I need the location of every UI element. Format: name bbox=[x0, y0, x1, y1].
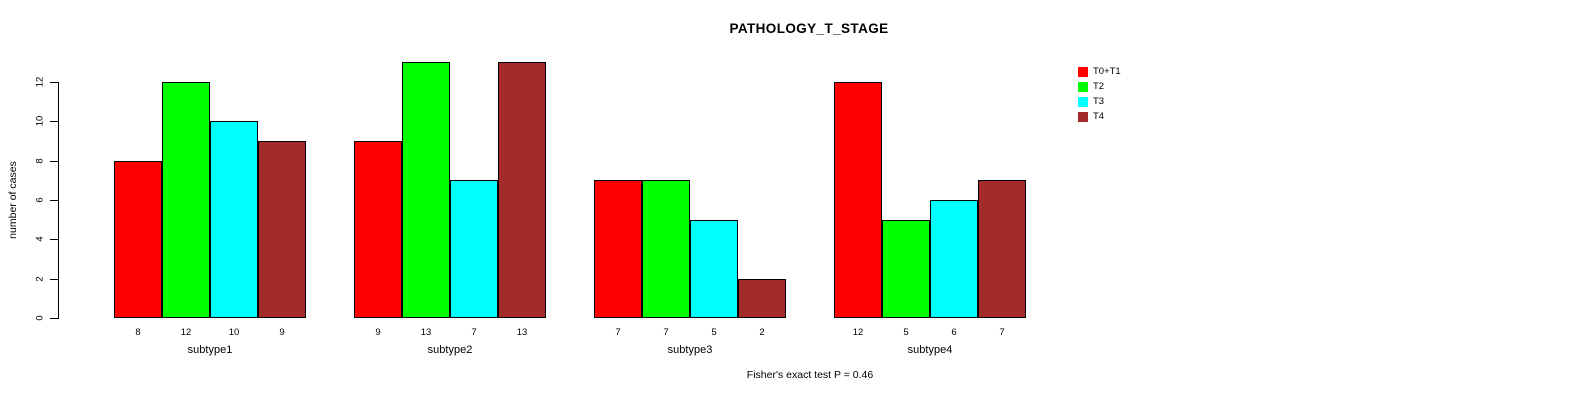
legend-label: T3 bbox=[1093, 96, 1105, 107]
y-axis-tick-label: 8 bbox=[34, 158, 46, 164]
bar-subtype4-T4 bbox=[978, 180, 1026, 318]
bar-value-label: 7 bbox=[999, 327, 1005, 338]
bar-value-label: 12 bbox=[180, 327, 192, 338]
footnote-fisher-test: Fisher's exact test P = 0.46 bbox=[746, 369, 874, 381]
legend-swatch-icon bbox=[1078, 97, 1088, 107]
bar-value-label: 2 bbox=[759, 327, 765, 338]
bar-value-label: 6 bbox=[951, 327, 957, 338]
bar-subtype3-T4 bbox=[738, 279, 786, 318]
y-axis-tick bbox=[50, 279, 58, 280]
y-axis-tick bbox=[50, 239, 58, 240]
category-label-subtype1: subtype1 bbox=[187, 344, 233, 356]
bar-value-label: 5 bbox=[903, 327, 909, 338]
legend-swatch-icon bbox=[1078, 82, 1088, 92]
bar-value-label: 9 bbox=[279, 327, 285, 338]
bar-subtype1-T2 bbox=[162, 82, 210, 318]
y-axis-tick-label: 6 bbox=[34, 197, 46, 203]
y-axis-tick bbox=[50, 318, 58, 319]
bar-subtype2-T2 bbox=[402, 62, 450, 318]
bar-value-label: 7 bbox=[471, 327, 477, 338]
bar-value-label: 10 bbox=[228, 327, 240, 338]
bar-subtype1-T3 bbox=[210, 121, 258, 318]
legend-label: T4 bbox=[1093, 111, 1105, 122]
bar-subtype1-T0+T1 bbox=[114, 161, 162, 318]
bar-subtype4-T2 bbox=[882, 220, 930, 318]
bar-subtype2-T4 bbox=[498, 62, 546, 318]
legend-swatch-icon bbox=[1078, 67, 1088, 77]
y-axis-tick bbox=[50, 121, 58, 122]
y-axis-tick-label: 0 bbox=[34, 315, 46, 321]
bar-value-label: 9 bbox=[375, 327, 381, 338]
bar-subtype4-T3 bbox=[930, 200, 978, 318]
bar-subtype3-T2 bbox=[642, 180, 690, 318]
y-axis-tick-label: 12 bbox=[34, 76, 46, 88]
y-axis-tick bbox=[50, 82, 58, 83]
category-label-subtype2: subtype2 bbox=[427, 344, 473, 356]
bar-value-label: 7 bbox=[615, 327, 621, 338]
bar-value-label: 12 bbox=[852, 327, 864, 338]
bar-value-label: 7 bbox=[663, 327, 669, 338]
y-axis-tick bbox=[50, 161, 58, 162]
bar-value-label: 8 bbox=[135, 327, 141, 338]
y-axis-line bbox=[58, 82, 59, 319]
y-axis-tick bbox=[50, 200, 58, 201]
bar-subtype2-T3 bbox=[450, 180, 498, 318]
chart-title: PATHOLOGY_T_STAGE bbox=[729, 21, 889, 36]
bar-value-label: 13 bbox=[516, 327, 528, 338]
bar-subtype4-T0+T1 bbox=[834, 82, 882, 318]
category-label-subtype3: subtype3 bbox=[667, 344, 713, 356]
legend-swatch-icon bbox=[1078, 112, 1088, 122]
y-axis-tick-label: 4 bbox=[34, 236, 46, 242]
bar-subtype3-T3 bbox=[690, 220, 738, 318]
bar-subtype1-T4 bbox=[258, 141, 306, 318]
category-label-subtype4: subtype4 bbox=[907, 344, 953, 356]
bar-subtype2-T0+T1 bbox=[354, 141, 402, 318]
legend-label: T0+T1 bbox=[1093, 66, 1121, 77]
y-axis-tick-label: 2 bbox=[34, 276, 46, 282]
legend-label: T2 bbox=[1093, 81, 1105, 92]
bar-value-label: 5 bbox=[711, 327, 717, 338]
bar-value-label: 13 bbox=[420, 327, 432, 338]
bar-subtype3-T0+T1 bbox=[594, 180, 642, 318]
y-axis-tick-label: 10 bbox=[34, 115, 46, 127]
y-axis-label: number of cases bbox=[7, 161, 19, 239]
